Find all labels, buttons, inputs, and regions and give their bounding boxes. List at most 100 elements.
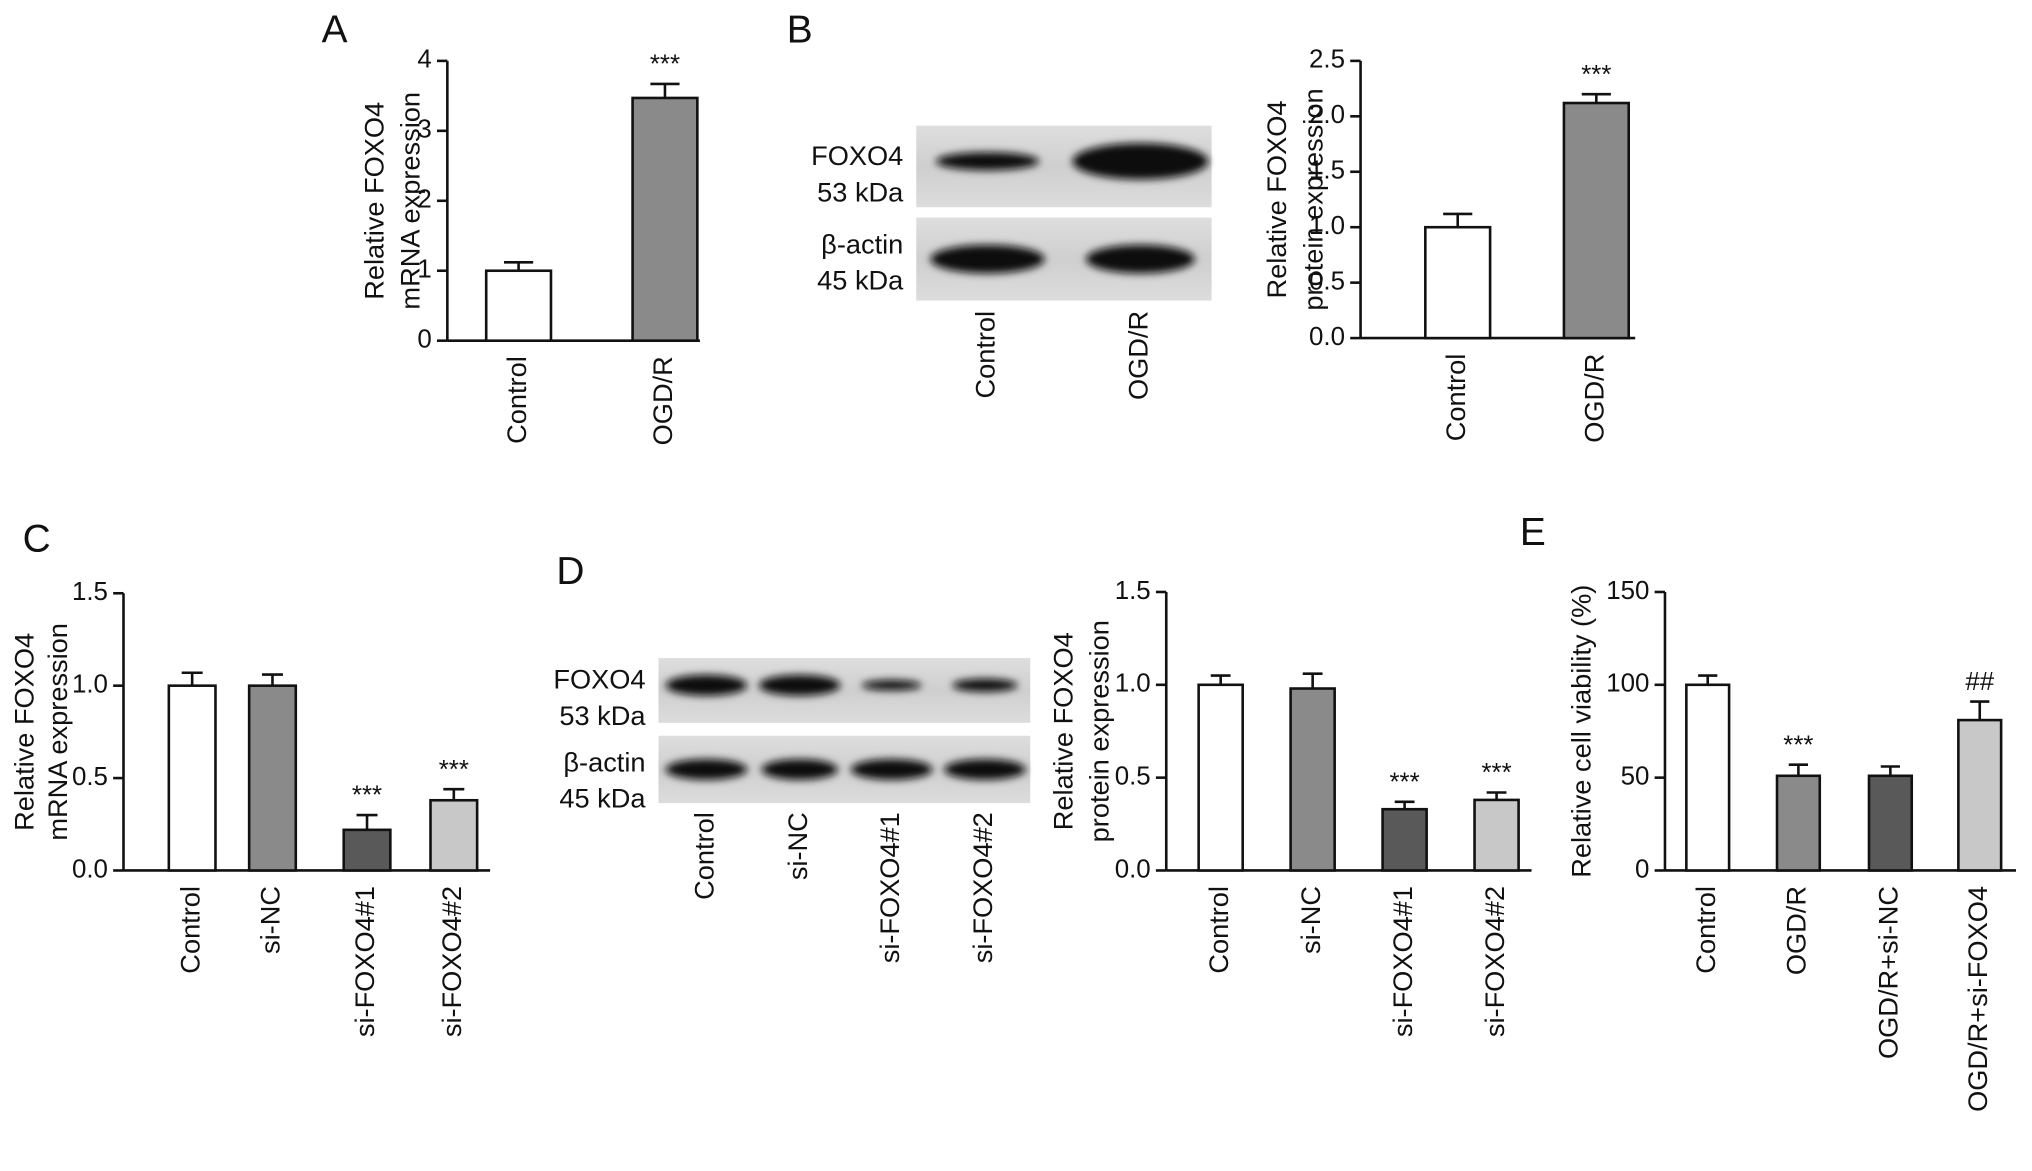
bar [631,96,699,342]
x-tick-label: OGD/R+si-FOXO4 [1962,886,1993,1112]
blot-lane-label: Control [970,311,1001,399]
panel-letter: C [23,518,51,561]
y-tick-label: 0.5 [72,763,108,791]
blot-band [665,759,748,780]
blot-band [1085,244,1195,274]
x-tick-label: si-NC [255,886,286,954]
y-tick-label: 1.5 [1309,157,1345,185]
y-tick-label: 100 [1606,670,1649,698]
blot-row-size: 53 kDa [817,176,904,207]
y-axis-label: protein expression [1297,88,1328,310]
y-axis-label: Relative cell viability (%) [1566,585,1597,878]
y-tick-label: 0 [417,326,431,354]
blot-row-size: 45 kDa [817,265,904,296]
bar [342,828,392,872]
bar [167,684,217,872]
y-tick-label: 0 [1635,855,1649,883]
significance-label: *** [1389,768,1419,796]
y-tick-label: 1.0 [1115,670,1151,698]
blot-row-size: 45 kDa [559,783,646,814]
y-axis-label: Relative FOXO4 [9,633,40,831]
y-tick-label: 2.0 [1309,101,1345,129]
blot-band [952,678,1018,692]
y-axis-label: Relative FOXO4 [1047,632,1078,830]
significance-label: *** [1481,759,1511,787]
blot-band [930,244,1045,274]
x-tick-label: OGD/R [1579,354,1610,443]
significance-label: *** [439,756,469,784]
y-axis-label: Relative FOXO4 [358,102,389,300]
panel-letter: B [787,9,813,52]
blot-band [935,152,1040,171]
y-axis-label: mRNA expression [395,92,426,310]
blot-lane-label: si-NC [782,812,813,880]
x-tick-label: si-NC [1295,886,1326,954]
significance-label: *** [352,782,382,810]
significance-label: ## [1965,668,1994,696]
y-tick-label: 150 [1606,577,1649,605]
x-tick-label: OGD/R [647,356,678,445]
y-tick-label: 3 [417,116,431,144]
x-tick-label: Control [1440,354,1471,442]
bar [1685,683,1731,872]
bar [429,798,479,872]
blot-lane-label: OGD/R [1123,311,1154,400]
blot-lane-label: Control [689,812,720,900]
y-tick-label: 0.5 [1115,762,1151,790]
x-tick-label: OGD/R [1781,886,1812,975]
bar [1562,101,1630,340]
y-tick-label: 1.5 [1115,577,1151,605]
y-axis-label: mRNA expression [42,623,73,841]
bar [484,269,553,342]
significance-label: *** [650,51,680,79]
blot-row-label: β-actin [563,746,645,777]
significance-label: *** [1581,61,1611,89]
y-tick-label: 2.5 [1309,46,1345,74]
y-tick-label: 1.0 [72,671,108,699]
blot-band [944,759,1026,780]
blot-band [665,674,748,696]
bar [1957,718,2003,872]
blot-lane-label: si-FOXO4#1 [874,812,905,963]
y-axis-label: protein expression [1084,620,1115,842]
blot-row-label: FOXO4 [811,140,903,171]
x-tick-label: Control [1203,886,1234,974]
blot-band [758,674,841,696]
bar [1381,807,1428,872]
y-tick-label: 4 [417,46,431,74]
panel-letter: D [556,550,584,593]
bar [1473,798,1520,872]
blot-band [761,759,838,780]
y-tick-label: 1.0 [1309,212,1345,240]
blot-lane-label: si-FOXO4#2 [967,812,998,963]
bar [1289,687,1336,872]
x-tick-label: Control [174,886,205,974]
y-axis-label: Relative FOXO4 [1261,101,1292,299]
y-tick-label: 0.0 [1309,323,1345,351]
blot-row-label: FOXO4 [553,664,645,695]
y-tick-label: 0.5 [1309,267,1345,295]
bar [1424,225,1492,340]
x-tick-label: Control [1690,886,1721,974]
panel-letter: A [322,9,348,52]
x-tick-label: si-FOXO4#1 [1387,886,1418,1037]
y-tick-label: 50 [1621,762,1650,790]
significance-label: *** [1783,731,1813,759]
y-tick-label: 0.0 [72,855,108,883]
x-tick-label: OGD/R+si-NC [1873,886,1904,1059]
y-tick-label: 1 [417,256,431,284]
bar [247,684,298,872]
bar [1867,774,1914,872]
bar [1775,774,1822,872]
y-tick-label: 0.0 [1115,855,1151,883]
x-tick-label: si-FOXO4#2 [436,886,467,1037]
blot-band [861,680,922,691]
blot-band [1072,143,1209,180]
y-tick-label: 2 [417,186,431,214]
y-tick-label: 1.5 [72,578,108,606]
x-tick-label: si-FOXO4#2 [1479,886,1510,1037]
blot-row-label: β-actin [821,228,903,259]
bar [1197,683,1244,872]
x-tick-label: Control [501,356,532,444]
